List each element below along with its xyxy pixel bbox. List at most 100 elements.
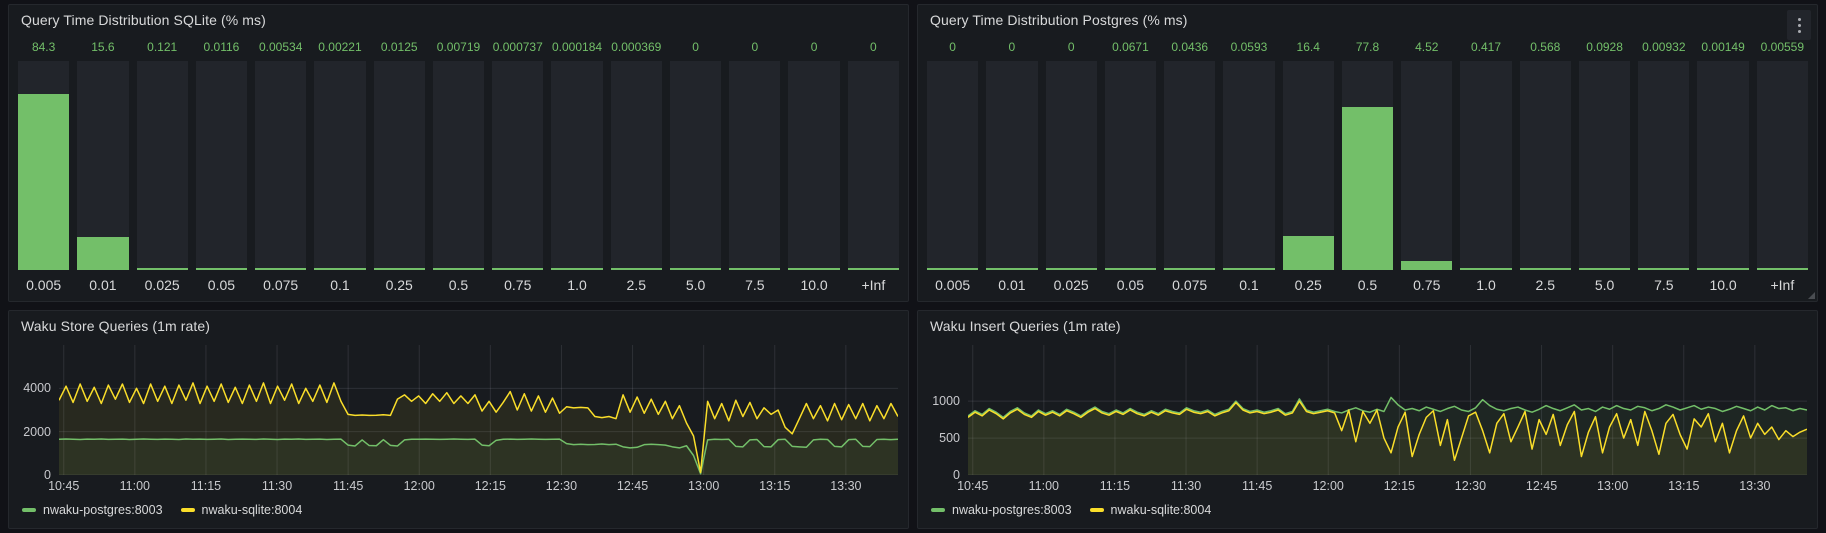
panel-header: Query Time Distribution Postgres (% ms) xyxy=(918,5,1817,40)
histogram-bar[interactable] xyxy=(1341,61,1394,270)
bar-value-label: 0 xyxy=(692,40,699,54)
histogram-bar[interactable] xyxy=(432,61,485,270)
bar-value-label: 0.000369 xyxy=(611,40,662,54)
bar-value-label: 16.4 xyxy=(1296,40,1320,54)
bucket-label: 10.0 xyxy=(1709,277,1737,293)
histogram-column: 0.00534 0.075 xyxy=(255,35,307,297)
histogram-bar-fill xyxy=(1045,268,1097,270)
histogram-bar[interactable] xyxy=(551,61,603,270)
panel-title[interactable]: Waku Insert Queries (1m rate) xyxy=(930,318,1121,334)
legend-label: nwaku-postgres:8003 xyxy=(43,502,163,517)
legend-label: nwaku-sqlite:8004 xyxy=(201,502,303,517)
bucket-label: +Inf xyxy=(861,277,886,293)
histogram-column: 15.6 0.01 xyxy=(77,35,129,297)
bar-gauge-postgres: 0 0.005 0 0.01 0 0.025 0.0671 0.05 0.0436 0.075 0.… xyxy=(918,35,1817,301)
bar-value-label: 0.0928 xyxy=(1586,40,1623,54)
bucket-label: 10.0 xyxy=(800,277,828,293)
bucket-label: 2.5 xyxy=(626,277,647,293)
histogram-bar[interactable] xyxy=(1578,61,1631,270)
bar-value-label: 84.3 xyxy=(31,40,56,54)
panel-resize-handle[interactable] xyxy=(1808,292,1815,299)
bar-value-label: 0.0116 xyxy=(203,40,240,54)
timeseries-plot[interactable] xyxy=(59,345,898,475)
histogram-bar[interactable] xyxy=(255,61,307,270)
histogram-bar-fill xyxy=(986,268,1038,270)
x-tick-label: 11:15 xyxy=(190,479,222,493)
histogram-bar[interactable] xyxy=(18,61,70,270)
histogram-bar[interactable] xyxy=(1164,61,1216,270)
histogram-bar[interactable] xyxy=(195,61,248,270)
histogram-bar[interactable] xyxy=(314,61,366,270)
bar-value-label: 0.00932 xyxy=(1642,40,1686,54)
histogram-bar[interactable] xyxy=(847,61,899,270)
legend-item[interactable]: nwaku-sqlite:8004 xyxy=(180,502,303,517)
bar-value-label: 0.568 xyxy=(1530,40,1561,54)
bucket-label: 0.75 xyxy=(504,277,532,293)
histogram-bar[interactable] xyxy=(373,61,425,270)
bucket-label: 5.0 xyxy=(685,277,706,293)
histogram-bar[interactable] xyxy=(1638,61,1690,270)
bucket-label: 2.5 xyxy=(1535,277,1556,293)
histogram-bar[interactable] xyxy=(610,61,662,270)
x-tick-label: 12:15 xyxy=(1383,479,1415,493)
histogram-bar-fill xyxy=(610,268,662,270)
kebab-dot xyxy=(1797,17,1801,21)
legend-item[interactable]: nwaku-postgres:8003 xyxy=(22,503,163,517)
legend-item[interactable]: nwaku-sqlite:8004 xyxy=(1089,503,1211,517)
histogram-column: 77.8 0.5 xyxy=(1341,35,1394,297)
timeseries-plot[interactable] xyxy=(968,345,1807,475)
histogram-bar[interactable] xyxy=(1519,61,1571,270)
histogram-bar[interactable] xyxy=(1460,61,1512,270)
histogram-bar[interactable] xyxy=(729,61,781,270)
histogram-column: 0 10.0 xyxy=(788,35,840,297)
bar-value-label: 0.00221 xyxy=(318,40,362,54)
x-tick-label: 12:45 xyxy=(1525,479,1558,493)
bucket-label: 0.25 xyxy=(385,277,413,293)
histogram-bar[interactable] xyxy=(1697,61,1749,270)
y-tick-label: 2000 xyxy=(23,424,51,439)
histogram-bar[interactable] xyxy=(927,61,979,270)
histogram-column: 0.00719 0.5 xyxy=(432,35,485,297)
histogram-bar[interactable] xyxy=(1104,61,1157,270)
x-tick-label: 13:00 xyxy=(688,479,720,493)
series-area-fill xyxy=(59,382,898,475)
histogram-bar[interactable] xyxy=(1282,61,1334,270)
histogram-bar[interactable] xyxy=(1045,61,1097,270)
histogram-bar[interactable] xyxy=(1401,61,1453,270)
histogram-bar[interactable] xyxy=(1223,61,1275,270)
histogram-column: 16.4 0.25 xyxy=(1282,35,1334,297)
histogram-bar[interactable] xyxy=(986,61,1038,270)
panel-menu-kebab-icon[interactable] xyxy=(1787,10,1811,40)
histogram-column: 0 +Inf xyxy=(847,35,899,297)
histogram-bar-fill xyxy=(1578,268,1631,270)
histogram-bar[interactable] xyxy=(136,61,188,270)
histogram-bar-fill xyxy=(314,268,366,270)
histogram-bar-fill xyxy=(432,268,485,270)
histogram-bar-fill xyxy=(373,268,425,270)
legend-item[interactable]: nwaku-postgres:8003 xyxy=(931,503,1072,517)
bucket-label: 0.5 xyxy=(448,277,469,293)
histogram-bar-fill xyxy=(195,268,248,270)
bucket-label: 1.0 xyxy=(1476,277,1496,293)
bucket-label: 0.005 xyxy=(935,277,971,293)
y-axis: 0 2000 4000 xyxy=(15,345,59,482)
bucket-label: 0.1 xyxy=(1239,277,1259,293)
panel-title[interactable]: Query Time Distribution SQLite (% ms) xyxy=(21,12,266,28)
bar-value-label: 0.0125 xyxy=(380,40,418,54)
histogram-bar[interactable] xyxy=(77,61,129,270)
panel-title[interactable]: Waku Store Queries (1m rate) xyxy=(21,318,211,334)
bar-value-label: 0.00149 xyxy=(1701,40,1745,54)
histogram-bar[interactable] xyxy=(1756,61,1808,270)
histogram-column: 0.0671 0.05 xyxy=(1104,35,1157,297)
histogram-bar[interactable] xyxy=(492,61,544,270)
timeseries-body: 0 2000 4000 xyxy=(9,341,908,482)
panel-query-time-sqlite: Query Time Distribution SQLite (% ms) 84… xyxy=(8,4,909,302)
histogram-bar[interactable] xyxy=(669,61,722,270)
legend-label: nwaku-postgres:8003 xyxy=(952,502,1072,517)
panel-title[interactable]: Query Time Distribution Postgres (% ms) xyxy=(930,12,1188,28)
bar-value-label: 77.8 xyxy=(1355,40,1380,54)
histogram-bar[interactable] xyxy=(788,61,840,270)
bar-gauge-sqlite: 84.3 0.005 15.6 0.01 0.121 0.025 0.0116 0.05 0.0… xyxy=(9,35,908,301)
histogram-bar-fill xyxy=(1401,260,1453,270)
histogram-bar-fill xyxy=(1341,107,1394,270)
